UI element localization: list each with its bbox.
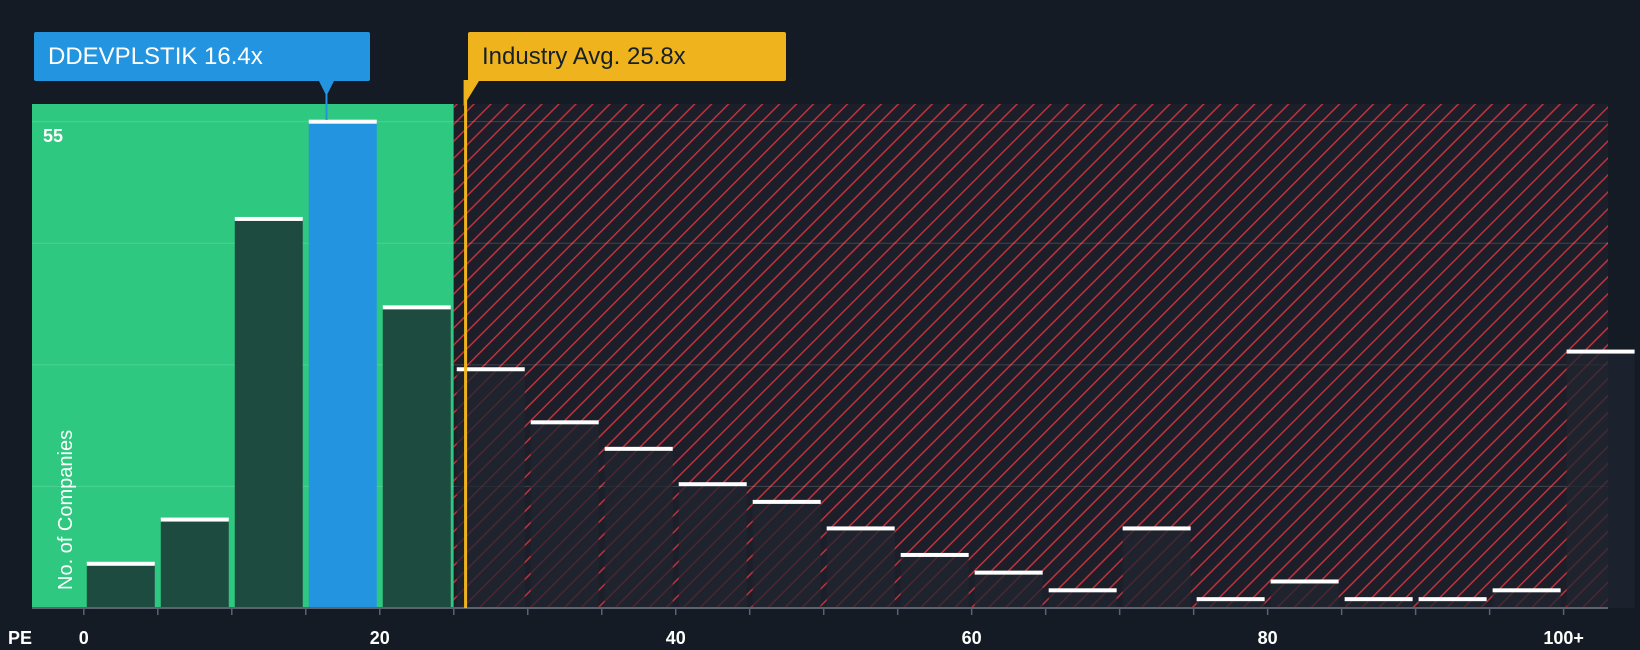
histogram-bar-75: [1196, 599, 1265, 608]
company-callout-pointer: [318, 80, 335, 96]
histogram-bar-20: [382, 307, 451, 608]
histogram-bar-cap-30: [530, 420, 599, 425]
histogram-bar-55: [900, 554, 969, 608]
y-axis-title: No. of Companies: [55, 429, 77, 590]
histogram-bar-85: [1344, 599, 1413, 608]
histogram-bar-65: [1048, 590, 1117, 608]
histogram-bar-15: [308, 121, 377, 609]
histogram-bar-cap-20: [382, 305, 451, 310]
x-tick-label-20: 20: [369, 628, 390, 648]
x-tick-label-0: 0: [78, 628, 89, 648]
y-axis-max-label: 55: [43, 126, 64, 146]
histogram-bar-cap-80: [1270, 579, 1339, 584]
histogram-bar-100: [1566, 351, 1635, 608]
histogram-bar-cap-15: [308, 119, 377, 124]
histogram-bar-35: [604, 448, 673, 608]
histogram-bar-cap-85: [1344, 597, 1413, 602]
histogram-bar-cap-45: [752, 499, 821, 504]
x-tick-label-60: 60: [961, 628, 982, 648]
x-axis-title: PE: [8, 628, 33, 648]
company-pe-callout: DDEVPLSTIK 16.4x: [34, 32, 370, 81]
histogram-bar-cap-0: [86, 561, 155, 566]
histogram-bar-cap-90: [1418, 597, 1487, 602]
histogram-bar-70: [1122, 528, 1191, 608]
histogram-bar-cap-35: [604, 446, 673, 451]
histogram-bar-30: [530, 422, 599, 608]
histogram-bar-cap-40: [678, 482, 747, 487]
histogram-bar-10: [234, 218, 303, 608]
industry-avg-callout: Industry Avg. 25.8x: [468, 32, 786, 81]
histogram-bar-95: [1492, 590, 1561, 608]
histogram-bar-50: [826, 528, 895, 608]
histogram-bar-cap-10: [234, 216, 303, 221]
x-tick-label-100: 100+: [1543, 628, 1584, 648]
histogram-bar-cap-100: [1566, 349, 1635, 354]
histogram-bar-45: [752, 501, 821, 608]
x-tick-label-80: 80: [1257, 628, 1278, 648]
histogram-bar-cap-65: [1048, 588, 1117, 593]
x-tick-label-40: 40: [665, 628, 686, 648]
histogram-bar-cap-95: [1492, 588, 1561, 593]
histogram-bar-80: [1270, 581, 1339, 608]
histogram-bar-90: [1418, 599, 1487, 608]
histogram-bar-25: [456, 369, 525, 608]
industry-callout-pointer: [463, 80, 480, 106]
histogram-bar-cap-25: [456, 367, 525, 372]
histogram-bar-cap-70: [1122, 526, 1191, 531]
histogram-bar-5: [160, 519, 229, 608]
histogram-bar-0: [86, 563, 155, 608]
histogram-bar-cap-55: [900, 552, 969, 557]
histogram-bar-cap-5: [160, 517, 229, 522]
histogram-bar-cap-60: [974, 570, 1043, 575]
histogram-bar-cap-50: [826, 526, 895, 531]
histogram-bar-40: [678, 484, 747, 608]
histogram-bar-60: [974, 572, 1043, 608]
histogram-bar-cap-75: [1196, 597, 1265, 602]
